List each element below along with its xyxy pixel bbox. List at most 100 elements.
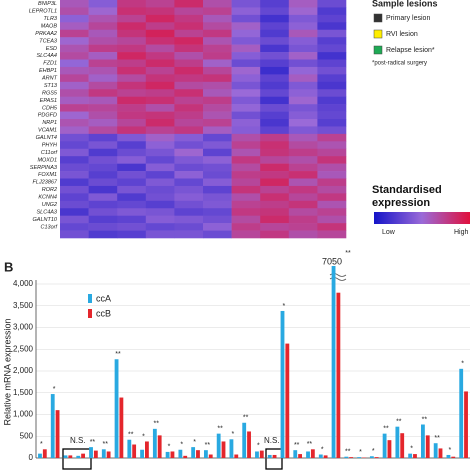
bar — [255, 451, 259, 458]
heatmap-cell — [203, 74, 232, 83]
heatmap-cell — [88, 171, 118, 179]
colorbar-low: Low — [382, 229, 396, 236]
heatmap-cell — [60, 111, 89, 120]
heatmap-cell — [88, 81, 118, 90]
heatmap-cell — [317, 111, 347, 120]
heatmap-cell — [60, 59, 89, 68]
bar — [208, 454, 213, 458]
legend-label: Relapse lesion* — [386, 47, 435, 54]
heatmap-cell — [88, 193, 118, 202]
bar — [310, 449, 315, 458]
bar — [63, 455, 68, 458]
heatmap-cell — [317, 81, 347, 90]
bar — [203, 450, 208, 458]
bar — [306, 451, 310, 458]
legend-title: Sample lesions — [372, 0, 438, 8]
heatmap-cell — [145, 66, 175, 75]
heatmap-cell — [117, 44, 147, 53]
heatmap-cell — [60, 119, 89, 127]
bar — [425, 435, 430, 458]
heatmap-cell — [117, 133, 147, 142]
heatmap-cell — [117, 74, 147, 83]
heatmap-cell — [145, 193, 175, 202]
row-label: EHBP1 — [39, 68, 57, 74]
row-label: ESD — [46, 46, 57, 52]
heatmap-cell — [231, 215, 261, 224]
heatmap-cell — [231, 52, 261, 60]
legend-swatch — [88, 294, 92, 303]
significance-marker: * — [53, 386, 56, 393]
heatmap-cell — [288, 44, 318, 53]
heatmap-cell — [260, 148, 290, 157]
heatmap-cell — [317, 141, 347, 150]
heatmap-cell — [117, 215, 147, 224]
bar — [114, 359, 119, 458]
heatmap-cell — [288, 200, 318, 209]
row-label: GALNT10 — [33, 217, 58, 223]
heatmap-cell — [145, 208, 175, 216]
heatmap-cell — [288, 14, 318, 23]
heatmap-cell — [174, 81, 204, 90]
y-tick-label: 3,000 — [13, 323, 34, 332]
heatmap-cell — [117, 14, 147, 23]
row-label: ARNT — [41, 76, 58, 82]
heatmap-cell — [317, 200, 347, 209]
heatmap-cell — [60, 208, 89, 216]
significance-marker: ** — [294, 442, 300, 449]
bar — [42, 449, 47, 458]
heatmap-cell — [203, 111, 232, 120]
y-tick-label: 1,500 — [13, 388, 34, 397]
significance-marker: ** — [307, 441, 313, 448]
heatmap-cell — [288, 96, 318, 105]
significance-marker: * — [448, 447, 451, 454]
heatmap-cell — [145, 200, 175, 209]
bar — [438, 448, 443, 458]
row-label: ST13 — [44, 83, 58, 89]
heatmap-cell — [88, 208, 118, 216]
bar — [267, 454, 272, 458]
row-label: KCNN4 — [38, 195, 57, 201]
bar — [152, 428, 157, 458]
heatmap-cell — [203, 119, 232, 127]
heatmap-cell — [231, 200, 261, 209]
significance-marker: * — [180, 442, 183, 449]
heatmap-cell — [317, 163, 347, 172]
heatmap-cell — [117, 230, 147, 239]
bar — [178, 449, 183, 458]
heatmap-cell — [203, 44, 232, 53]
significance-marker: * — [410, 445, 413, 452]
heatmap-cell — [117, 111, 147, 120]
ns-box — [62, 448, 92, 470]
significance-marker: ** — [434, 435, 440, 442]
heatmap-cell — [145, 37, 175, 45]
heatmap-cell — [317, 96, 347, 105]
heatmap-cell — [288, 126, 318, 135]
heatmap-cell — [260, 29, 290, 38]
heatmap-cell — [88, 14, 118, 23]
heatmap-cell — [117, 208, 147, 216]
heatmap-cell — [145, 171, 175, 179]
heatmap-cell — [260, 230, 290, 239]
heatmap-cell — [88, 156, 118, 164]
bar — [272, 454, 277, 458]
heatmap-cell — [174, 44, 204, 53]
heatmap-cell — [60, 185, 89, 194]
heatmap-cell — [288, 171, 318, 179]
heatmap-cell — [288, 74, 318, 83]
heatmap-cell — [60, 200, 89, 209]
heatmap-cell — [203, 126, 232, 135]
significance-marker: ** — [154, 421, 160, 428]
heatmap-cell — [288, 178, 318, 187]
heatmap-cell — [88, 111, 118, 120]
annotation: N.S. — [264, 436, 280, 445]
heatmap-cell — [317, 178, 347, 187]
heatmap-cell — [260, 14, 290, 23]
heatmap-cell — [117, 59, 147, 68]
heatmap-cell — [174, 74, 204, 83]
heatmap-cell — [117, 185, 147, 194]
heatmap-cell — [260, 133, 290, 142]
heatmap-cell — [203, 52, 232, 60]
significance-marker: ** — [90, 439, 96, 446]
heatmap-cell — [88, 148, 118, 157]
heatmap-cell — [145, 74, 175, 83]
